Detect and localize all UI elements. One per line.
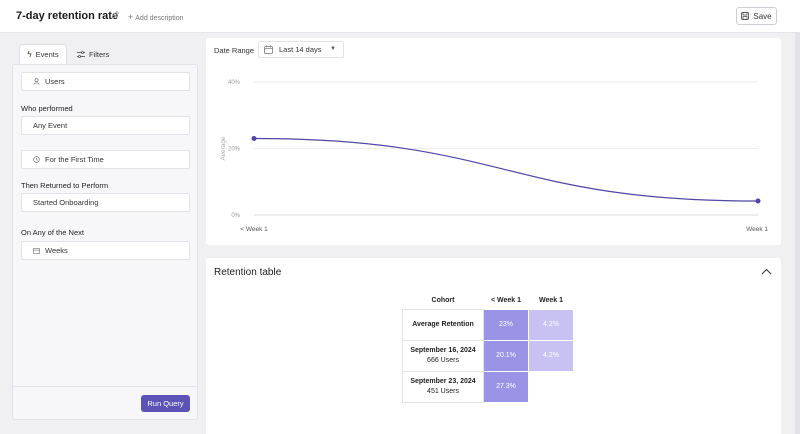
first-event-value: Any Event <box>33 121 68 130</box>
y-tick-label: 40% <box>228 80 241 86</box>
row-label: Average Retention <box>402 308 484 341</box>
calendar-icon <box>33 247 40 254</box>
query-builder-panel: Users Who performed Any Event For the Fi… <box>12 64 198 420</box>
x-tick-label: < Week 1 <box>240 226 268 233</box>
retention-table: Cohort < Week 1 Week 1 Average Retention… <box>402 292 574 403</box>
who-performed-label: Who performed <box>21 104 73 113</box>
cohort-size: 666 Users <box>427 356 459 364</box>
filter-sliders-icon <box>77 50 85 58</box>
column-header-lt-week-1: < Week 1 <box>490 296 522 304</box>
entity-select[interactable]: Users <box>21 72 190 91</box>
series-line <box>253 137 759 202</box>
add-description-label: Add description <box>135 15 184 22</box>
retention-cell: 23% <box>483 308 529 341</box>
table-row: September 16, 2024 666 Users 20.1% 4.2% <box>402 339 574 372</box>
y-tick-label: 20% <box>228 147 241 153</box>
pencil-icon[interactable] <box>110 10 120 20</box>
data-point <box>755 198 761 204</box>
row-label: September 23, 2024 451 Users <box>402 370 484 403</box>
return-event-select[interactable]: Started Onboarding <box>21 193 190 212</box>
date-range-value: Last 14 days <box>279 45 322 54</box>
chevron-down-icon: ▼ <box>330 46 336 52</box>
retention-table-card: Retention table Cohort < Week 1 Week 1 A… <box>206 258 781 434</box>
retention-cell: 20.1% <box>483 339 529 372</box>
cohort-name: Average Retention <box>412 320 474 328</box>
entity-value: Users <box>45 77 65 86</box>
scrollbar[interactable] <box>795 33 800 434</box>
tab-events[interactable]: ϟ Events <box>19 44 67 64</box>
date-range-label: Date Range <box>214 46 255 55</box>
y-tick-label: 0% <box>231 213 240 219</box>
tab-filters[interactable]: Filters <box>75 44 115 64</box>
top-bar: 7-day retention rate + Add description Sa… <box>0 0 800 33</box>
tab-filters-label: Filters <box>89 49 110 59</box>
retention-table-title: Retention table <box>214 267 282 278</box>
date-range-select[interactable]: Last 14 days ▼ <box>258 41 344 58</box>
column-header-cohort: Cohort <box>431 296 455 304</box>
tab-events-label: Events <box>35 50 59 59</box>
cohort-name: September 16, 2024 <box>410 346 476 354</box>
retention-line-chart: 0% 20% 40% Average < Week 1 Week 1 <box>220 80 768 233</box>
first-time-qualifier-value: For the First Time <box>45 155 104 164</box>
chart-card: Date Range Last 14 days ▼ 0% 20% 40% Averag… <box>206 38 781 245</box>
save-button[interactable]: Save <box>736 7 777 25</box>
period-unit-value: Weeks <box>45 246 68 255</box>
first-time-qualifier-select[interactable]: For the First Time <box>21 150 190 169</box>
retention-cell: 4.2% <box>528 308 574 341</box>
period-label: On Any of the Next <box>21 228 84 237</box>
plus-icon: + <box>128 12 134 22</box>
period-unit-select[interactable]: Weeks <box>21 241 190 260</box>
clock-icon <box>33 156 40 163</box>
row-label: September 16, 2024 666 Users <box>402 339 484 372</box>
cohort-name: September 23, 2024 <box>410 377 476 385</box>
retention-cell: 4.2% <box>528 339 574 372</box>
save-label: Save <box>753 11 772 21</box>
table-row: September 23, 2024 451 Users 27.3% <box>402 370 574 403</box>
retention-cell: 27.3% <box>483 370 529 403</box>
run-query-button[interactable]: Run Query <box>141 395 190 412</box>
x-tick-label: Week 1 <box>746 226 768 233</box>
page-title: 7-day retention rate <box>16 10 119 22</box>
cohort-size: 451 Users <box>427 387 459 395</box>
chevron-up-icon[interactable] <box>761 268 772 275</box>
then-returned-label: Then Returned to Perform <box>21 181 109 190</box>
table-row: Average Retention 23% 4.2% <box>402 308 574 341</box>
column-header-week-1: Week 1 <box>539 296 563 304</box>
lightning-icon: ϟ <box>27 50 32 59</box>
panel-divider <box>13 386 197 387</box>
save-icon <box>741 12 750 20</box>
y-axis-label: Average <box>220 136 227 160</box>
return-event-value: Started Onboarding <box>33 198 99 207</box>
data-point <box>251 136 257 142</box>
add-description-link[interactable]: + Add description <box>128 12 184 22</box>
calendar-icon <box>264 45 273 54</box>
first-event-select[interactable]: Any Event <box>21 116 190 135</box>
retention-cell <box>528 370 574 403</box>
user-icon <box>33 78 40 85</box>
